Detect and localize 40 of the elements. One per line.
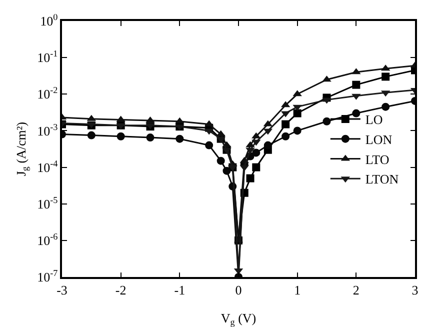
point — [252, 148, 260, 157]
point — [176, 134, 184, 143]
y-tick-label: 10$^{-4}$ — [37, 158, 58, 175]
x-tick-label: 0 — [235, 282, 242, 298]
point — [146, 134, 154, 142]
point — [352, 109, 360, 118]
point — [216, 156, 225, 165]
point — [293, 126, 302, 135]
y-tick-label: 10$^{0}$ — [40, 12, 58, 29]
point — [352, 80, 360, 89]
x-tick-label: 3 — [412, 282, 418, 298]
y-tick-label: 10$^{-6}$ — [37, 232, 58, 248]
legend-label: LTO — [365, 152, 390, 167]
x-tick-label: -1 — [174, 282, 186, 298]
point — [205, 141, 214, 150]
point — [282, 132, 290, 140]
y-tick-label: 10$^{-7}$ — [37, 268, 58, 285]
x-tick-label: 1 — [294, 282, 301, 298]
point — [322, 117, 331, 126]
point — [264, 141, 272, 150]
point — [116, 132, 125, 140]
point — [293, 109, 302, 118]
point — [382, 102, 390, 111]
legend-label: LO — [365, 112, 383, 128]
legend-label: LTON — [365, 172, 400, 187]
x-axis-title: V$_{g}$ (V) — [220, 310, 256, 327]
x-tick-label: 2 — [352, 282, 360, 298]
point — [87, 131, 96, 140]
y-tick-label: 10$^{-2}$ — [37, 85, 58, 102]
x-tick-label: -2 — [115, 282, 126, 298]
y-tick-label: 10$^{-5}$ — [37, 194, 58, 212]
point — [382, 72, 390, 81]
y-tick-label: 10$^{-3}$ — [37, 122, 58, 138]
x-tick-label: -3 — [56, 282, 68, 298]
point — [222, 166, 231, 175]
point — [246, 174, 254, 182]
point — [282, 120, 290, 128]
legend-label: LON — [365, 132, 393, 147]
y-tick-label: 10$^{-1}$ — [37, 48, 58, 66]
point — [252, 163, 260, 172]
